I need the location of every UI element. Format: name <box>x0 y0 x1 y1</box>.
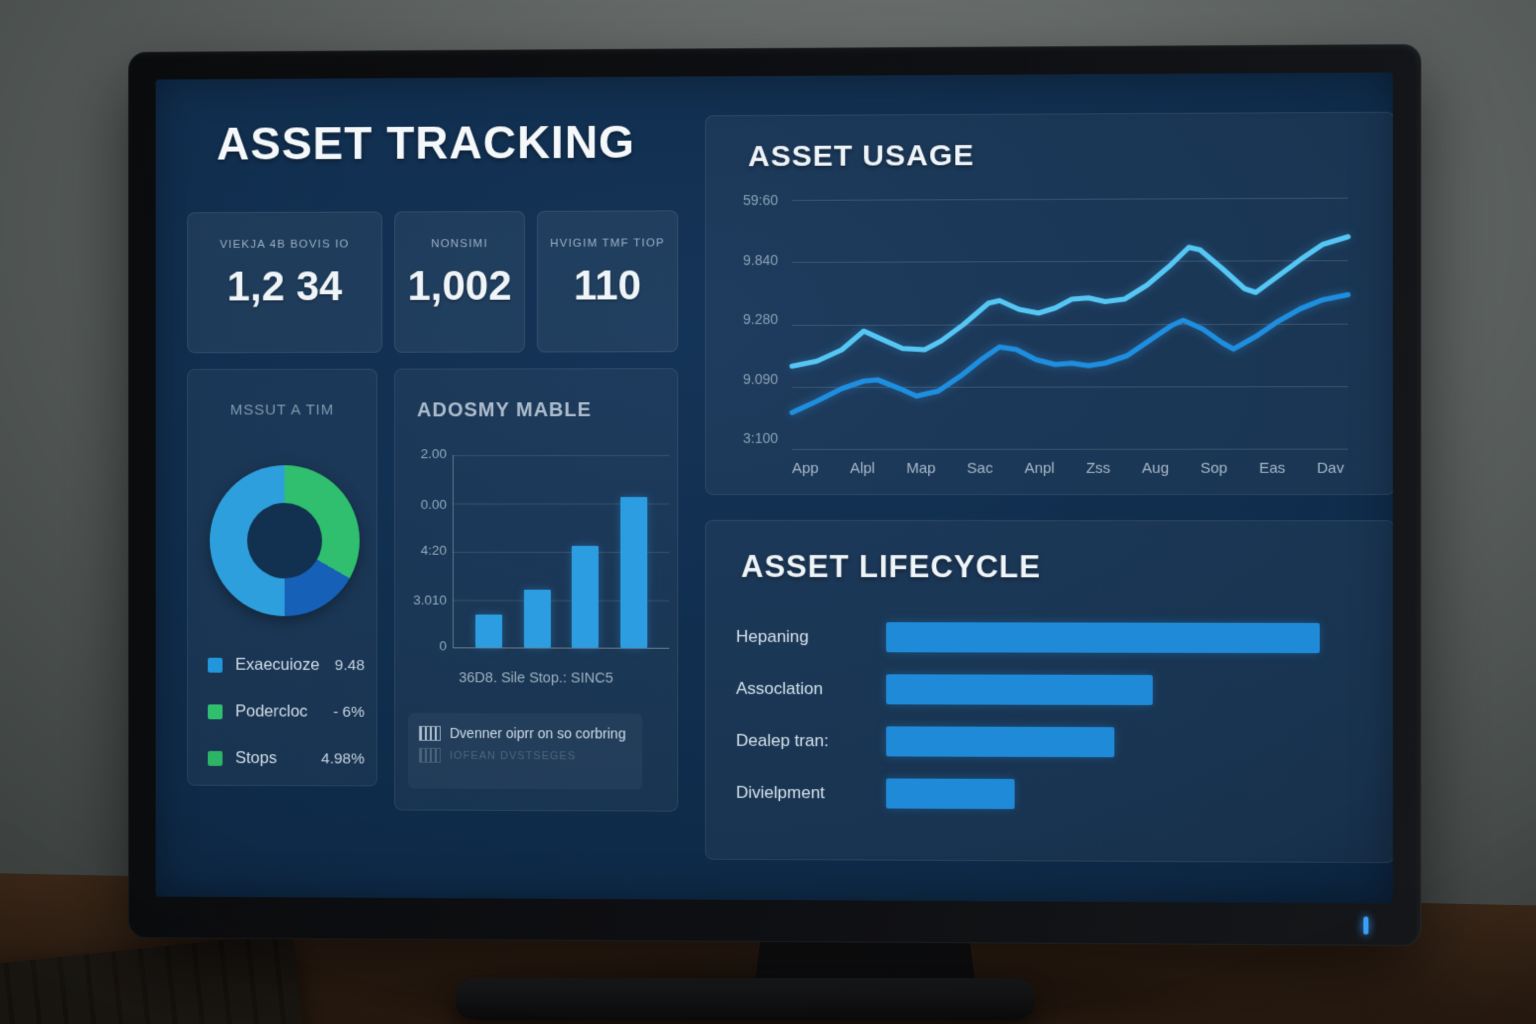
mini-bar-ytick: 0.00 <box>420 496 447 512</box>
lifecycle-label: Divielpment <box>736 782 825 803</box>
lifecycle-bar <box>886 622 1321 654</box>
stat-card: VIEKJA 4B BOVIS IO 1,2 34 <box>187 211 383 354</box>
mini-bar <box>620 497 648 648</box>
mini-bar-ytick: 0 <box>439 638 447 654</box>
legend-value: - 6% <box>333 703 365 721</box>
mini-bar-ytick: 2.00 <box>420 446 447 462</box>
usage-xtick: Sac <box>966 459 993 477</box>
note-text-faint: IOFEAN DVSTSEGES <box>449 749 576 762</box>
lifecycle-bar <box>886 778 1015 810</box>
mini-bar-ytick: 4:20 <box>420 542 447 558</box>
stat-value: 1,2 34 <box>227 262 343 310</box>
barcode-icon <box>418 725 441 741</box>
usage-xtick: Sop <box>1200 459 1228 477</box>
lifecycle-rows: Hepaning Assoclation Dealep tran: <box>736 611 1363 822</box>
usage-xtick: Anpl <box>1024 459 1055 477</box>
usage-xtick: Alpl <box>849 459 876 477</box>
lifecycle-label: Dealep tran: <box>736 730 829 751</box>
stat-label: NONSIMI <box>431 237 489 251</box>
legend-value: 9.48 <box>334 656 365 674</box>
usage-xtick: Dav <box>1316 459 1344 477</box>
legend-label: Podercloc <box>235 702 308 721</box>
legend-swatch <box>207 657 223 673</box>
donut-panel-title: MSSUT A TIM <box>230 401 335 419</box>
usage-xtick: App <box>791 459 819 477</box>
legend-value: 4.98% <box>321 749 365 767</box>
barcode-icon <box>418 747 441 763</box>
mini-bar-panel: ADOSMY MABLE 2.00 0.00 4:20 3.010 0 36D8… <box>394 368 679 812</box>
usage-title: ASSET USAGE <box>748 138 975 174</box>
note-row: IOFEAN DVSTSEGES <box>418 747 630 763</box>
lifecycle-label: Hepaning <box>736 626 809 647</box>
usage-ytick: 9.840 <box>742 251 778 268</box>
note-text: Dvenner oiprr on so corbring <box>449 724 626 742</box>
legend-label: Stops <box>235 749 277 768</box>
note-row: Dvenner oiprr on so corbring <box>418 724 630 742</box>
screen: ASSET TRACKING VIEKJA 4B BOVIS IO 1,2 34… <box>155 72 1393 904</box>
stats-row: VIEKJA 4B BOVIS IO 1,2 34 NONSIMI 1,002 … <box>187 210 679 354</box>
donut-legend: Exaecuioze 9.48 Podercloc - 6% Stops 4.9… <box>207 655 365 797</box>
usage-xtick: Zss <box>1086 459 1111 477</box>
mini-bar-ytick: 3.010 <box>413 592 447 608</box>
mini-bar-title: ADOSMY MABLE <box>416 399 592 422</box>
dashboard-title: ASSET TRACKING <box>216 115 636 170</box>
lifecycle-label: Assoclation <box>736 678 823 699</box>
lifecycle-row: Hepaning <box>736 611 1363 664</box>
mini-bar-caption: 36D8. Sile Stop.: SINC5 <box>458 670 614 687</box>
stat-value: 1,002 <box>407 261 512 309</box>
legend-swatch <box>207 704 223 720</box>
usage-lines <box>792 198 1348 450</box>
usage-yaxis: 59:60 9.840 9.280 9.090 3:100 <box>714 191 778 447</box>
lifecycle-track <box>886 778 1363 810</box>
usage-ytick: 59:60 <box>742 191 778 209</box>
lifecycle-bar <box>886 726 1115 758</box>
stat-label: VIEKJA 4B BOVIS IO <box>219 238 350 251</box>
mini-bar <box>572 545 599 648</box>
usage-panel: ASSET USAGE 59:60 9.840 9.280 9.090 3:10… <box>705 111 1393 496</box>
stat-label: HVIGIM TMF TIOP <box>550 237 665 250</box>
stat-value: 110 <box>573 261 642 309</box>
lifecycle-row: Dealep tran: <box>736 715 1363 769</box>
lifecycle-panel: ASSET LIFECYCLE Hepaning Assoclation <box>705 519 1393 864</box>
usage-ytick: 3:100 <box>742 429 778 447</box>
usage-xtick: Aug <box>1141 459 1169 477</box>
lifecycle-row: Assoclation <box>736 663 1363 717</box>
monitor-bezel: ASSET TRACKING VIEKJA 4B BOVIS IO 1,2 34… <box>128 43 1422 947</box>
donut-chart <box>209 465 360 617</box>
legend-swatch <box>207 751 223 766</box>
mini-bar <box>523 589 551 648</box>
lifecycle-track <box>886 726 1363 758</box>
note-box: Dvenner oiprr on so corbring IOFEAN DVST… <box>408 712 643 790</box>
donut-panel: MSSUT A TIM Exaecuioze 9.48 Podercloc - … <box>187 368 378 787</box>
stat-card: NONSIMI 1,002 <box>394 210 526 353</box>
legend-label: Exaecuioze <box>235 655 320 674</box>
donut-hole <box>247 502 323 579</box>
power-led <box>1363 916 1369 935</box>
lifecycle-title: ASSET LIFECYCLE <box>741 548 1042 585</box>
usage-xtick: Eas <box>1259 459 1286 477</box>
usage-ytick: 9.280 <box>742 310 778 328</box>
legend-row: Podercloc - 6% <box>207 702 365 721</box>
mini-bar-plot <box>452 455 670 649</box>
usage-xtick: Map <box>906 459 936 477</box>
lifecycle-bar <box>886 674 1153 706</box>
mini-bar <box>475 614 502 648</box>
lifecycle-track <box>886 622 1363 654</box>
monitor-stand-base <box>456 978 1034 1020</box>
usage-ytick: 9.090 <box>742 370 778 387</box>
legend-row: Exaecuioze 9.48 <box>207 655 365 675</box>
legend-row: Stops 4.98% <box>207 749 365 768</box>
lifecycle-row: Divielpment <box>736 767 1363 822</box>
stat-card: HVIGIM TMF TIOP 110 <box>536 210 679 353</box>
lifecycle-track <box>886 674 1363 706</box>
usage-xaxis: App Alpl Map Sac Anpl Zss Aug Sop Eas Da… <box>792 460 1344 477</box>
